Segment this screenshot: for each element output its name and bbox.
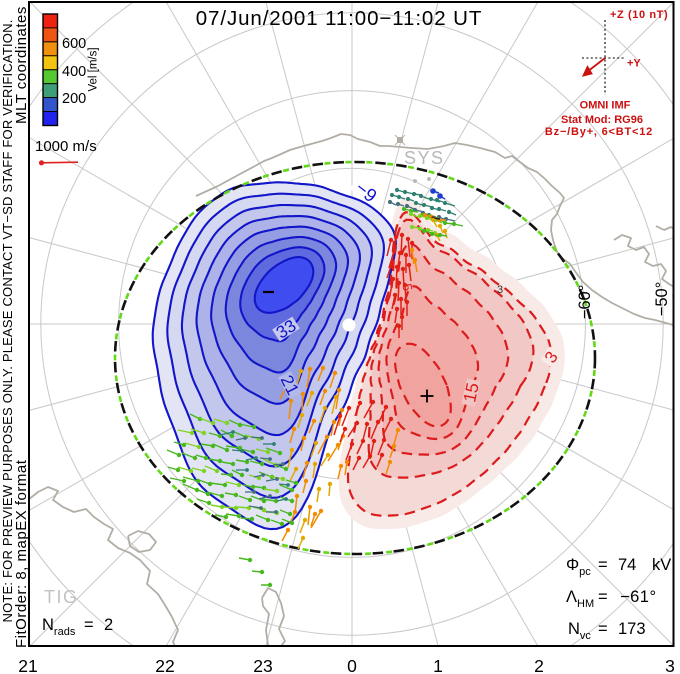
svg-text:173: 173 bbox=[618, 620, 646, 638]
svg-text:=: = bbox=[598, 620, 608, 638]
svg-text:−50°: −50° bbox=[653, 282, 671, 317]
svg-text:MLT coordinates: MLT coordinates bbox=[13, 6, 30, 124]
svg-text:Bz−/By+, 6<BT<12: Bz−/By+, 6<BT<12 bbox=[545, 126, 653, 138]
svg-text:−61°: −61° bbox=[620, 588, 657, 606]
svg-text:=: = bbox=[598, 588, 608, 606]
svg-text:5: 5 bbox=[399, 282, 415, 292]
svg-text:FitOrder: 8, mapEX format: FitOrder: 8, mapEX format bbox=[13, 459, 30, 648]
svg-text:21: 21 bbox=[18, 656, 37, 674]
svg-text:kV: kV bbox=[652, 556, 671, 574]
svg-text:07/Jun/2001 11:00−11:02 UT: 07/Jun/2001 11:00−11:02 UT bbox=[196, 7, 483, 30]
svg-text:1: 1 bbox=[433, 656, 443, 674]
svg-text:600: 600 bbox=[62, 36, 86, 52]
svg-text:=: = bbox=[84, 616, 94, 634]
svg-text:2: 2 bbox=[104, 616, 113, 634]
svg-text:−60°: −60° bbox=[576, 285, 594, 320]
svg-text:15: 15 bbox=[459, 381, 483, 404]
svg-text:=: = bbox=[598, 556, 608, 574]
svg-text:23: 23 bbox=[253, 656, 272, 674]
svg-text:3: 3 bbox=[665, 656, 675, 674]
svg-text:0: 0 bbox=[347, 656, 357, 674]
svg-text:74: 74 bbox=[618, 556, 636, 574]
svg-text:22: 22 bbox=[155, 656, 174, 674]
svg-text:OMNI IMF: OMNI IMF bbox=[580, 100, 631, 112]
svg-text:200: 200 bbox=[62, 91, 86, 107]
svg-text:+Z (10 nT): +Z (10 nT) bbox=[610, 9, 668, 21]
svg-text:NOTE: FOR PREVIEW PURPOSES ONL: NOTE: FOR PREVIEW PURPOSES ONLY. PLEASE … bbox=[0, 19, 15, 622]
svg-text:1000 m/s: 1000 m/s bbox=[35, 138, 97, 155]
svg-text:3: 3 bbox=[497, 284, 503, 296]
svg-text:400: 400 bbox=[62, 64, 86, 80]
svg-text:TIG: TIG bbox=[44, 587, 79, 607]
svg-text:2: 2 bbox=[534, 656, 544, 674]
svg-text:Stat Mod: RG96: Stat Mod: RG96 bbox=[561, 114, 643, 126]
svg-text:Vel [m/s]: Vel [m/s] bbox=[88, 47, 100, 91]
svg-text:+Y: +Y bbox=[627, 58, 641, 70]
svg-text:SYS: SYS bbox=[404, 148, 445, 168]
